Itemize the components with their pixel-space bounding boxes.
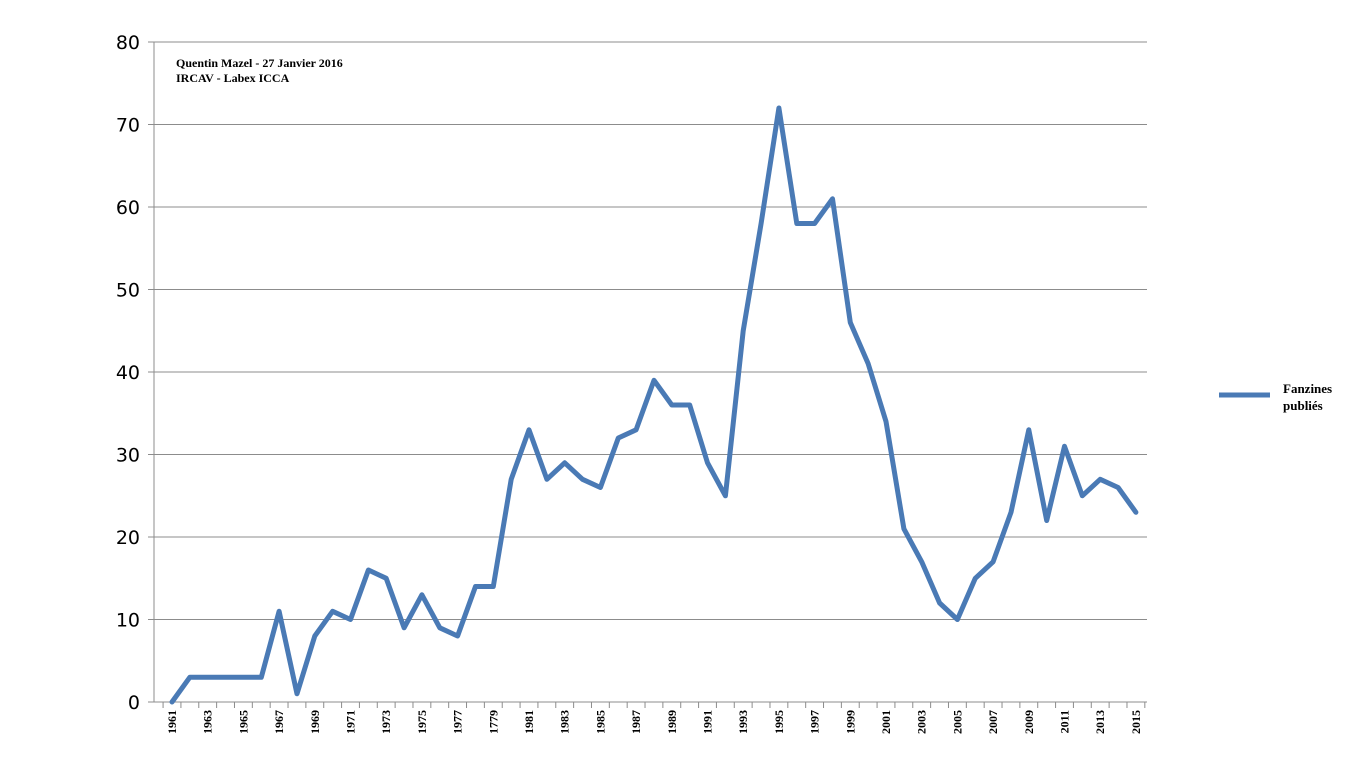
x-tick-label-1977: 1977 (451, 710, 465, 734)
x-tick-label-1965: 1965 (236, 710, 250, 734)
axes (148, 41, 1147, 708)
x-tick-label-1779: 1779 (486, 710, 500, 734)
x-tick-label-1995: 1995 (772, 710, 786, 734)
series-layer (169, 105, 1139, 705)
x-tick-label-1971: 1971 (344, 710, 358, 734)
x-tick-label-1989: 1989 (665, 710, 679, 734)
y-tick-label-60: 60 (116, 197, 140, 219)
x-tick-label-1961: 1961 (165, 710, 179, 734)
gridlines (154, 41, 1147, 620)
x-tick-label-2005: 2005 (950, 710, 964, 734)
annotation-author: Quentin Mazel - 27 Janvier 2016 (176, 56, 343, 70)
y-tick-labels: 0 10 20 30 40 50 60 70 80 (116, 32, 140, 714)
x-tick-label-2015: 2015 (1129, 710, 1143, 734)
x-tick-label-1997: 1997 (808, 710, 822, 734)
x-tick-label-1993: 1993 (736, 710, 750, 734)
annotation-institution: IRCAV - Labex ICCA (176, 71, 290, 85)
x-tick-label-2001: 2001 (879, 710, 893, 734)
x-tick-label-1975: 1975 (415, 710, 429, 734)
x-tick-label-1963: 1963 (201, 710, 215, 734)
x-tick-label-1973: 1973 (379, 710, 393, 734)
legend: Fanzines publiés (1219, 381, 1332, 413)
x-tick-label-2013: 2013 (1093, 710, 1107, 734)
x-tick-label-1991: 1991 (701, 710, 715, 734)
y-tick-label-40: 40 (116, 362, 140, 384)
series-line-0 (169, 105, 1139, 705)
x-tick-label-2007: 2007 (986, 710, 1000, 734)
y-tick-label-50: 50 (116, 280, 140, 302)
y-tick-label-30: 30 (116, 445, 140, 467)
annotation: Quentin Mazel - 27 Janvier 2016 IRCAV - … (176, 56, 343, 85)
x-tick-label-1999: 1999 (843, 710, 857, 734)
y-tick-label-80: 80 (116, 32, 140, 54)
x-tick-label-1985: 1985 (593, 710, 607, 734)
legend-label-line2: publiés (1283, 398, 1323, 413)
x-tick-labels: 1961 1963 1965 1967 1969 1971 1973 1975 1977 1779… (165, 710, 1143, 734)
x-tick-label-1967: 1967 (272, 710, 286, 734)
y-tick-label-0: 0 (128, 692, 140, 714)
legend-label-line1: Fanzines (1283, 381, 1332, 396)
y-tick-label-20: 20 (116, 527, 140, 549)
x-tick-label-1983: 1983 (558, 710, 572, 734)
x-tick-label-1969: 1969 (308, 710, 322, 734)
x-tick-label-1981: 1981 (522, 710, 536, 734)
x-tick-label-2003: 2003 (915, 710, 929, 734)
y-tick-label-10: 10 (116, 610, 140, 632)
x-tick-label-2011: 2011 (1058, 710, 1072, 733)
x-tick-label-1987: 1987 (629, 710, 643, 734)
x-tick-label-2009: 2009 (1022, 710, 1036, 734)
y-tick-label-70: 70 (116, 115, 140, 137)
